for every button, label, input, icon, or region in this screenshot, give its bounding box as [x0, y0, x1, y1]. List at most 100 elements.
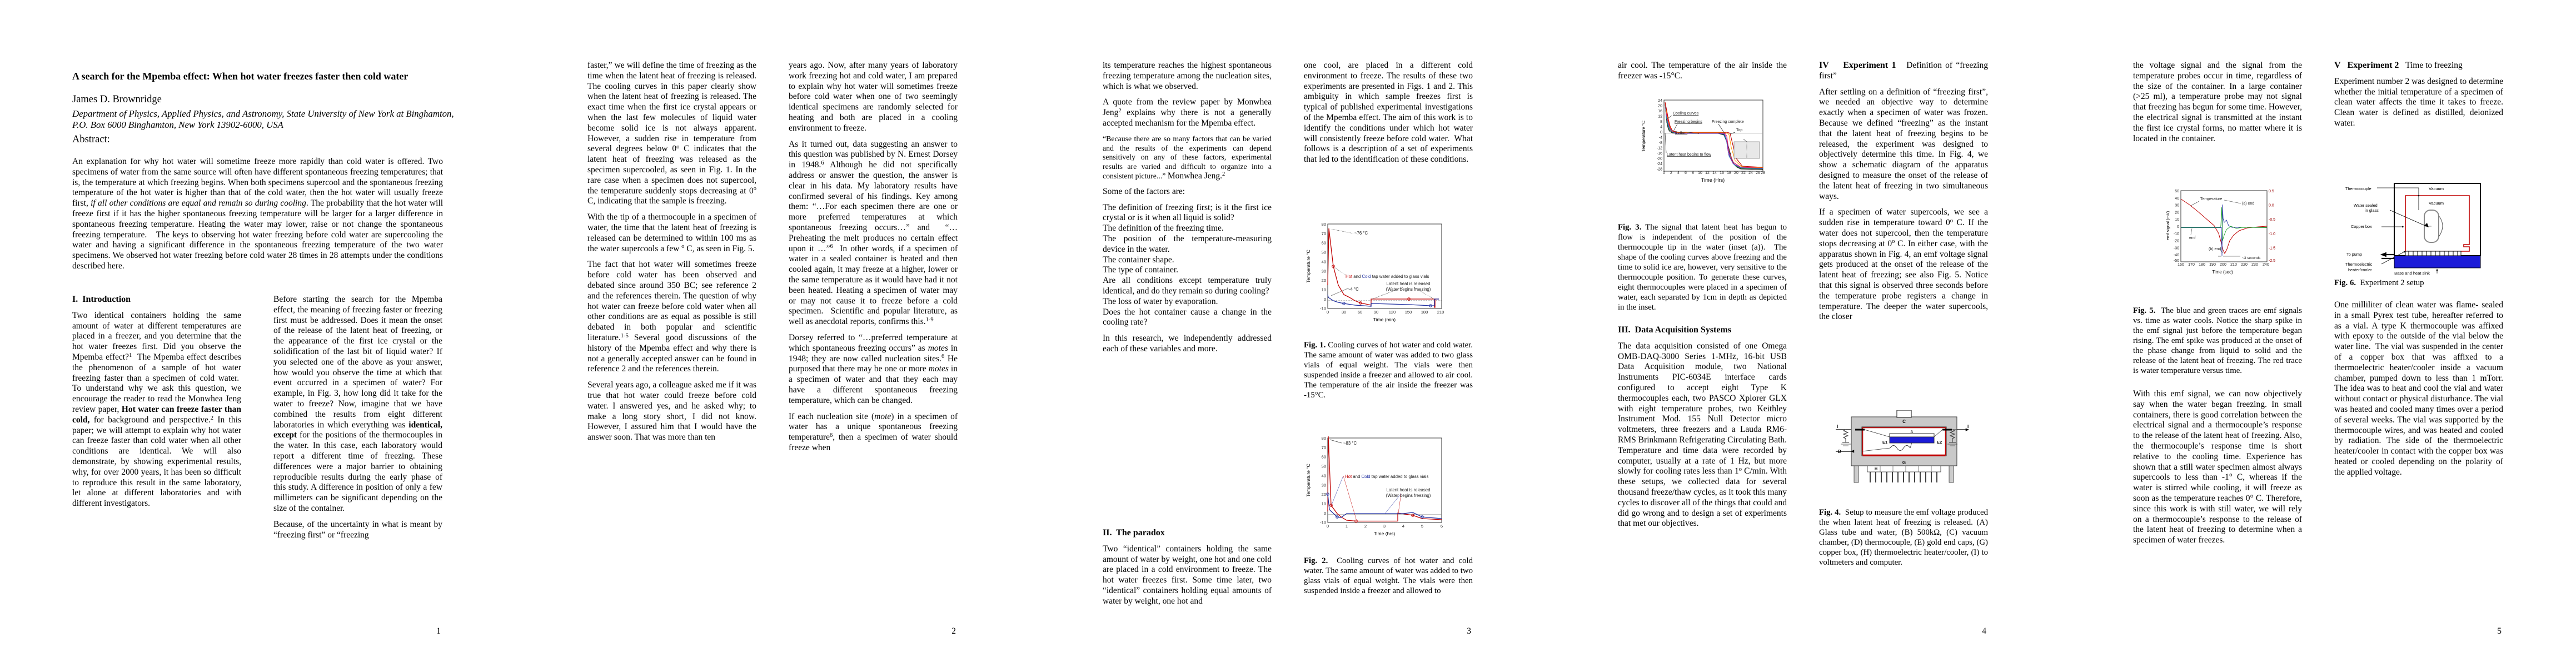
svg-text:28: 28 — [1761, 171, 1765, 175]
svg-text:Thermoelectric: Thermoelectric — [2345, 262, 2373, 267]
svg-text:Temperature °C: Temperature °C — [1306, 464, 1311, 497]
svg-text:6: 6 — [1685, 171, 1687, 175]
svg-text:4: 4 — [1660, 126, 1662, 130]
svg-text:5: 5 — [1421, 524, 1423, 529]
svg-text:180: 180 — [2199, 263, 2205, 267]
svg-text:C: C — [1902, 419, 1906, 424]
svg-text:1: 1 — [1346, 524, 1348, 529]
svg-text:24: 24 — [1658, 99, 1662, 103]
svg-text:-12: -12 — [1657, 147, 1662, 151]
svg-text:-28: -28 — [1657, 168, 1662, 172]
svg-text:Vacuum: Vacuum — [2429, 186, 2444, 191]
svg-text:Latent heat begins to flow: Latent heat begins to flow — [1667, 153, 1712, 157]
svg-text:heater/cooler: heater/cooler — [2348, 267, 2372, 272]
svg-text:0: 0 — [2177, 225, 2179, 229]
svg-text:12: 12 — [1658, 115, 1662, 119]
svg-text:50: 50 — [1322, 250, 1326, 255]
svg-text:-10: -10 — [1320, 306, 1326, 311]
svg-text:Temperature: Temperature — [2200, 197, 2222, 201]
svg-text:10: 10 — [1698, 171, 1702, 175]
svg-text:4: 4 — [1677, 171, 1680, 175]
svg-text:70: 70 — [1322, 231, 1326, 236]
svg-text:E1: E1 — [1882, 440, 1887, 445]
svg-text:Hot and Cold tap water added t: Hot and Cold tap water added to glass vi… — [1345, 474, 1429, 479]
svg-text:Time (Hrs): Time (Hrs) — [1701, 177, 1725, 183]
svg-text:6: 6 — [1441, 524, 1443, 529]
svg-text:40: 40 — [2175, 197, 2179, 201]
svg-text:~83 °C: ~83 °C — [1343, 441, 1357, 446]
svg-text:Base and heat sink: Base and heat sink — [2394, 271, 2430, 275]
svg-text:Latent heat is released: Latent heat is released — [1387, 487, 1431, 492]
svg-text:20: 20 — [1322, 492, 1326, 497]
svg-text:20: 20 — [1658, 104, 1662, 108]
svg-text:-0.5: -0.5 — [2269, 218, 2275, 222]
svg-text:200: 200 — [2220, 263, 2226, 267]
svg-text:Temperature °C: Temperature °C — [1306, 250, 1311, 283]
svg-text:70: 70 — [1322, 445, 1326, 450]
svg-text:60: 60 — [1358, 310, 1362, 315]
svg-text:-4: -4 — [1659, 136, 1662, 140]
svg-text:4: 4 — [1402, 524, 1404, 529]
svg-text:40: 40 — [1322, 473, 1326, 478]
svg-text:-1.0: -1.0 — [2269, 232, 2275, 236]
svg-text:0: 0 — [1324, 297, 1326, 302]
svg-text:Latent heat is released: Latent heat is released — [1387, 281, 1431, 286]
svg-text:30: 30 — [1322, 482, 1326, 487]
svg-text:30: 30 — [2175, 204, 2179, 208]
svg-text:Temperature °C: Temperature °C — [1641, 121, 1646, 152]
svg-text:~3 seconds: ~3 seconds — [2242, 256, 2261, 260]
svg-text:I: I — [1967, 424, 1969, 429]
svg-text:I: I — [1837, 424, 1838, 429]
svg-text:60: 60 — [1322, 455, 1326, 460]
svg-text:E2: E2 — [1937, 440, 1942, 445]
svg-text:~76 °C: ~76 °C — [1354, 231, 1368, 236]
svg-text:160: 160 — [2178, 263, 2184, 267]
svg-text:in glass: in glass — [2365, 208, 2379, 213]
svg-text:30: 30 — [1322, 268, 1326, 273]
svg-text:0.0: 0.0 — [2269, 204, 2274, 208]
svg-text:-40: -40 — [2174, 253, 2179, 257]
svg-text:60: 60 — [1322, 241, 1326, 246]
svg-text:Top: Top — [1736, 128, 1742, 132]
svg-text:-20: -20 — [1657, 157, 1662, 161]
svg-text:18: 18 — [1727, 171, 1731, 175]
svg-text:16: 16 — [1720, 171, 1724, 175]
svg-text:180: 180 — [1421, 310, 1428, 315]
svg-text:Bottom: Bottom — [1675, 131, 1687, 135]
svg-text:Time (sec): Time (sec) — [2212, 270, 2233, 275]
svg-text:50: 50 — [1322, 464, 1326, 469]
svg-text:10: 10 — [2175, 218, 2179, 222]
svg-text:0: 0 — [1327, 524, 1329, 529]
svg-text:10: 10 — [1322, 501, 1326, 506]
svg-text:Freezing begins: Freezing begins — [1675, 120, 1702, 124]
svg-text:24: 24 — [1748, 171, 1753, 175]
svg-text:Copper box: Copper box — [2351, 224, 2372, 229]
svg-text:Freezing complete: Freezing complete — [1712, 120, 1744, 124]
svg-text:-2.5: -2.5 — [2269, 259, 2275, 263]
svg-text:-24: -24 — [1657, 162, 1662, 166]
svg-text:Thermocouple: Thermocouple — [2345, 186, 2371, 191]
svg-text:-50: -50 — [2174, 259, 2179, 263]
svg-text:A: A — [1911, 430, 1914, 434]
svg-text:8: 8 — [1692, 171, 1694, 175]
svg-text:Time (min): Time (min) — [1373, 317, 1396, 322]
svg-text:50: 50 — [2175, 190, 2179, 193]
svg-text:emf: emf — [2189, 236, 2196, 240]
svg-text:30: 30 — [1342, 310, 1346, 315]
svg-text:Time (hrs): Time (hrs) — [1374, 531, 1396, 536]
svg-text:2: 2 — [1670, 171, 1672, 175]
svg-text:210: 210 — [1437, 310, 1444, 315]
svg-text:90: 90 — [1374, 310, 1378, 315]
svg-text:20: 20 — [1322, 278, 1326, 283]
svg-text:3: 3 — [1383, 524, 1386, 529]
svg-text:-16: -16 — [1657, 152, 1662, 156]
svg-text:0: 0 — [1660, 131, 1662, 135]
svg-text:~4 °C: ~4 °C — [1348, 287, 1359, 292]
svg-text:80: 80 — [1322, 436, 1326, 441]
svg-text:(a) end: (a) end — [2242, 202, 2254, 206]
svg-text:-30: -30 — [2174, 246, 2179, 250]
svg-text:To pump: To pump — [2346, 252, 2362, 257]
svg-text:G: G — [1902, 460, 1906, 465]
svg-text:2: 2 — [1364, 524, 1367, 529]
svg-text:190: 190 — [2209, 263, 2216, 267]
